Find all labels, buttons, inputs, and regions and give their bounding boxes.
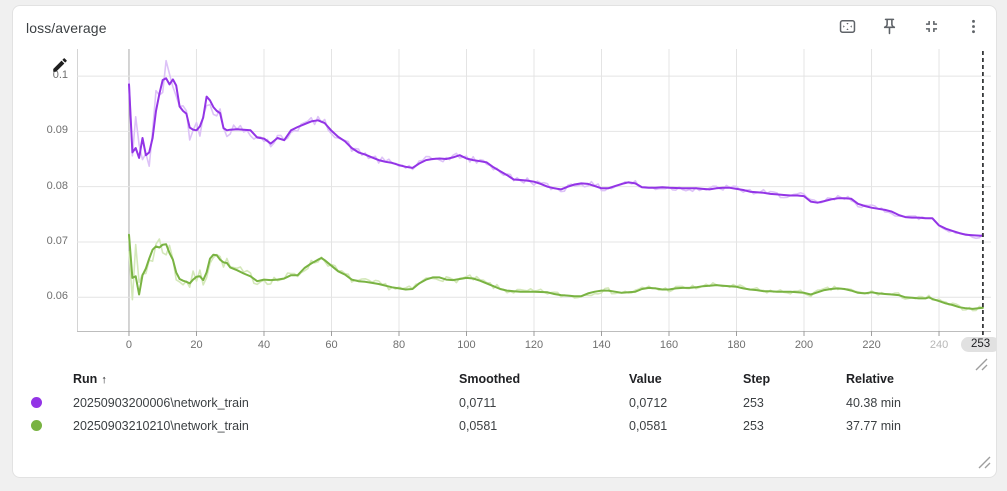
collapse-card-button[interactable] [919, 14, 944, 39]
run-color-dot [31, 397, 42, 408]
x-tick-label: 200 [794, 339, 814, 351]
run-value: 0,0581 [629, 418, 668, 433]
run-step: 253 [743, 418, 764, 433]
x-tick-label: 240 [929, 339, 949, 351]
collapse-icon [922, 17, 941, 36]
runs-table-header: Run ↑ Smoothed Value Step Relative [13, 367, 996, 391]
run-name: 20250903200006\network_train [73, 395, 249, 410]
chart-plot-area[interactable] [77, 49, 991, 349]
x-tick-label: 140 [592, 339, 611, 351]
card-resize-handle[interactable] [978, 456, 991, 474]
x-tick-label: 160 [659, 339, 679, 351]
chart-title: loss/average [26, 20, 107, 36]
run-step: 253 [743, 395, 764, 410]
column-header-run[interactable]: Run ↑ [73, 372, 107, 386]
y-tick-label: 0.06 [46, 290, 68, 303]
x-tick-label: 220 [862, 339, 881, 351]
current-step-badge: 253 [961, 337, 996, 352]
run-smoothed: 0,0581 [459, 418, 498, 433]
x-tick-label: 100 [457, 339, 476, 351]
x-tick-label: 120 [524, 339, 544, 351]
x-tick-label: 0 [125, 339, 133, 351]
column-header-relative[interactable]: Relative [846, 372, 894, 386]
more-options-button[interactable] [961, 14, 986, 39]
column-header-value[interactable]: Value [629, 372, 662, 386]
x-tick-label: 20 [190, 339, 203, 351]
sort-arrow-icon: ↑ [101, 374, 107, 386]
run-smoothed: 0,0711 [459, 395, 497, 410]
pin-card-button[interactable] [877, 14, 902, 39]
card-toolbar [835, 14, 986, 39]
y-tick-label: 0.08 [46, 179, 68, 192]
y-tick-label: 0.07 [46, 234, 68, 247]
chart-resize-handle[interactable] [975, 358, 988, 376]
run-relative: 40.38 min [846, 395, 901, 410]
y-axis-labels: 0.1 0.09 0.08 0.07 0.06 [13, 49, 68, 339]
fit-to-data-icon [838, 17, 857, 36]
x-tick-label: 60 [325, 339, 338, 351]
y-tick-label: 0.1 [52, 69, 68, 82]
column-header-step[interactable]: Step [743, 372, 771, 386]
run-value: 0,0712 [629, 395, 668, 410]
x-tick-label: 80 [392, 339, 406, 351]
column-header-smoothed[interactable]: Smoothed [459, 372, 521, 386]
y-tick-label: 0.09 [46, 124, 68, 137]
table-row: 20250903200006\network_train 0,0711 0,07… [13, 391, 996, 414]
run-relative: 37.77 min [846, 418, 901, 433]
x-tick-label: 180 [727, 339, 746, 351]
run-color-dot [31, 420, 42, 431]
card-header: loss/average [13, 6, 996, 50]
fit-to-data-button[interactable] [835, 14, 860, 39]
pin-icon [880, 17, 899, 36]
table-row: 20250903210210\network_train 0,0581 0,05… [13, 414, 996, 437]
x-axis-labels: 0 20 40 60 80 100 120 140 160 180 200 220 240 [13, 339, 996, 354]
x-tick-label: 40 [257, 339, 271, 351]
runs-table: Run ↑ Smoothed Value Step Relative 202509… [13, 367, 996, 437]
more-vert-icon [964, 17, 983, 36]
pen-cursor-icon [51, 56, 69, 79]
scalar-chart-card: loss/average [12, 5, 997, 478]
run-name: 20250903210210\network_train [73, 418, 249, 433]
